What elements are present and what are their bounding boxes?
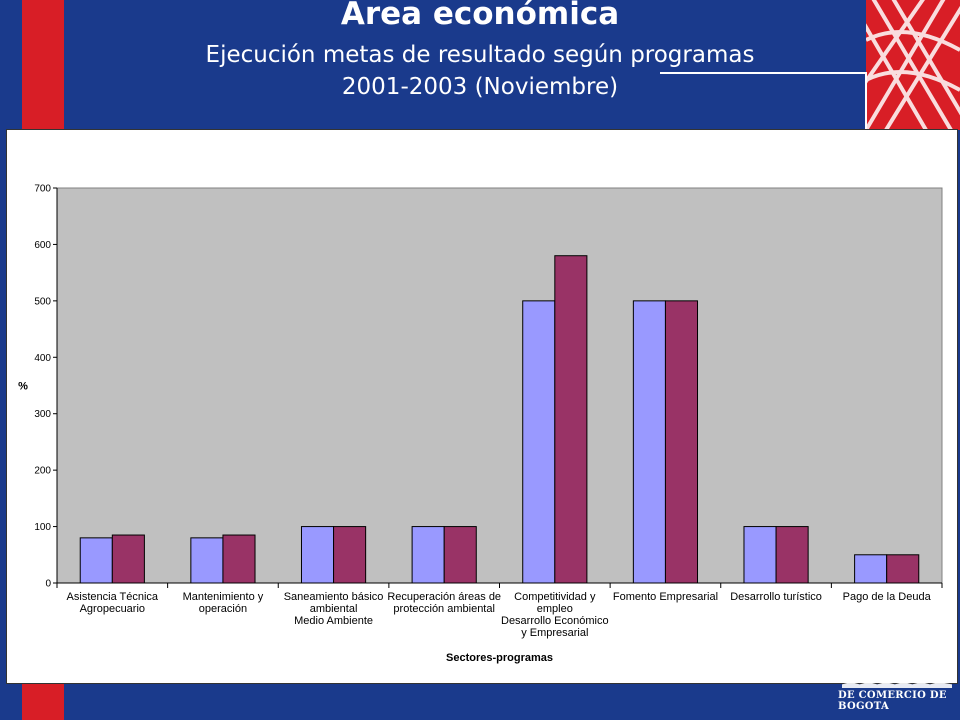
brand-wordmark-graphic <box>842 682 952 688</box>
x-category-label: Recuperación áreas de <box>387 591 501 603</box>
y-tick-label: 400 <box>34 353 51 364</box>
bar-series-2 <box>554 255 588 584</box>
logo-pattern-icon <box>866 0 960 130</box>
y-tick-label: 0 <box>45 579 51 590</box>
x-category-label: Pago de la Deuda <box>843 591 932 603</box>
x-category-label: operación <box>199 603 247 615</box>
bar-series-1 <box>632 300 666 584</box>
y-tick-label: 700 <box>34 184 51 195</box>
title-connector-line <box>865 72 867 130</box>
y-tick-label: 300 <box>34 409 51 420</box>
logo-emblem <box>866 0 960 130</box>
y-tick-label: 600 <box>34 240 51 251</box>
bar-series-1 <box>300 526 335 584</box>
page-title: Área económica <box>340 0 620 32</box>
y-axis-title: % <box>18 381 28 393</box>
y-tick-label: 100 <box>34 522 51 533</box>
bar-series-1 <box>79 537 113 584</box>
x-category-label: Competitividad y <box>514 591 596 603</box>
bar-series-1 <box>411 526 445 584</box>
x-category-label: Mantenimiento y <box>183 591 264 603</box>
title-underline <box>660 72 866 74</box>
x-category-label: protección ambiental <box>393 603 495 615</box>
y-tick-label: 200 <box>34 466 51 477</box>
x-category-label: y Empresarial <box>521 627 588 639</box>
x-category-label: empleo <box>537 603 573 615</box>
x-category-label: Asistencia Técnica <box>67 591 159 603</box>
bar-series-2 <box>775 526 809 584</box>
bar-series-1 <box>522 300 556 584</box>
plot-area <box>56 187 943 584</box>
bar-series-2 <box>111 534 145 584</box>
bar-series-2 <box>664 300 699 584</box>
x-axis-title: Sectores-programas <box>446 652 553 664</box>
page-period: 2001-2003 (Noviembre) <box>341 74 619 100</box>
bar-series-2 <box>333 526 367 584</box>
x-category-label: Saneamiento básico <box>284 591 384 603</box>
y-tick-label: 500 <box>34 296 51 307</box>
page-subtitle: Ejecución metas de resultado según progr… <box>205 42 755 68</box>
x-category-label: Agropecuario <box>80 603 145 615</box>
bar-series-2 <box>443 526 477 584</box>
bar-series-2 <box>222 534 256 584</box>
bar-series-1 <box>743 526 777 584</box>
x-category-label: Desarrollo turístico <box>730 591 822 603</box>
brand-text: DE COMERCIO DE BOGOTA <box>838 690 947 712</box>
bar-series-1 <box>854 554 888 584</box>
bar-chart: 0 100 200 300 400 500 600 700 Asistencia Técnica… <box>18 184 943 664</box>
bar-series-2 <box>886 554 920 584</box>
x-category-label: Fomento Empresarial <box>613 591 718 603</box>
bar-series-1 <box>190 537 224 584</box>
x-category-label: ambiental <box>310 603 358 615</box>
x-category-label: Desarrollo Económico <box>501 615 609 627</box>
x-category-label: Medio Ambiente <box>294 615 373 627</box>
chart-panel: 0 100 200 300 400 500 600 700 Asistencia Técnica… <box>6 129 958 684</box>
